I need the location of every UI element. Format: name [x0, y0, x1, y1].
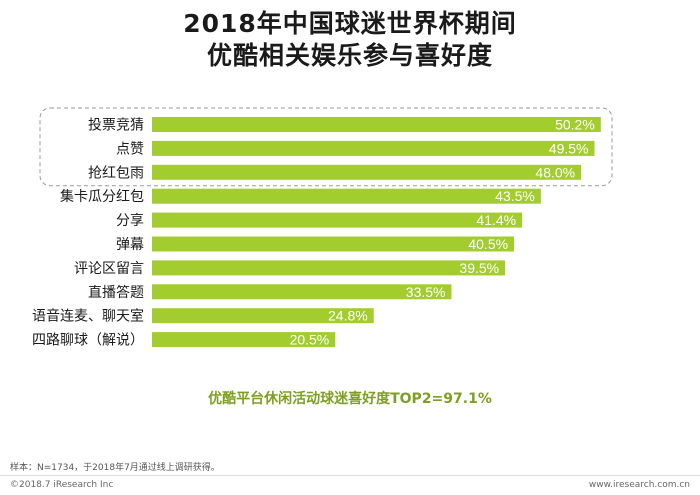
website-text: www.iresearch.com.cn [588, 480, 690, 490]
bar [152, 236, 515, 252]
category-label: 点赞 [116, 141, 144, 157]
category-label: 集卡瓜分红包 [60, 188, 144, 205]
bar [152, 284, 452, 300]
bar [152, 332, 336, 348]
bar [152, 117, 601, 132]
bar [152, 260, 506, 276]
value-label: 20.5% [290, 332, 330, 348]
category-label: 投票竞猜 [88, 117, 144, 134]
category-label: 语音连麦、聊天室 [32, 308, 144, 325]
value-label: 43.5% [495, 188, 535, 204]
value-label: 49.5% [549, 140, 589, 156]
value-label: 39.5% [459, 260, 499, 276]
bar-chart: 投票竞猜 50.2% 点赞 49.5% 抢红包雨 48.0% 集卡瓜分红包 43.5% 分享 41… [32, 107, 613, 349]
category-label: 评论区留言 [74, 261, 144, 277]
value-label: 40.5% [468, 236, 508, 252]
sample-note: 样本：N=1734，于2018年7月通过线上调研获得。 [10, 463, 220, 473]
category-label: 四路聊球（解说） [32, 333, 144, 349]
value-label: 24.8% [328, 308, 368, 324]
chart-title-line2: 优酷相关娱乐参与喜好度 [206, 41, 493, 70]
category-label: 分享 [116, 212, 144, 229]
bar [152, 308, 374, 324]
value-label: 41.4% [476, 212, 516, 228]
top-highlight-box [39, 107, 613, 187]
value-label: 50.2% [555, 117, 595, 133]
copyright-text: ©2018.7 iResearch Inc [10, 480, 114, 490]
category-label: 直播答题 [88, 284, 144, 301]
bar [152, 212, 523, 228]
category-label: 弹幕 [116, 237, 144, 253]
summary-text: 优酷平台休闲活动球迷喜好度TOP2=97.1% [208, 391, 492, 407]
bar [152, 164, 582, 180]
footer-divider [0, 475, 700, 476]
bar [152, 188, 541, 204]
value-label: 33.5% [406, 284, 446, 300]
category-label: 抢红包雨 [88, 164, 144, 181]
value-label: 48.0% [535, 164, 575, 180]
chart-title-line1: 2018年中国球迷世界杯期间 [183, 9, 517, 38]
bar [152, 140, 595, 156]
